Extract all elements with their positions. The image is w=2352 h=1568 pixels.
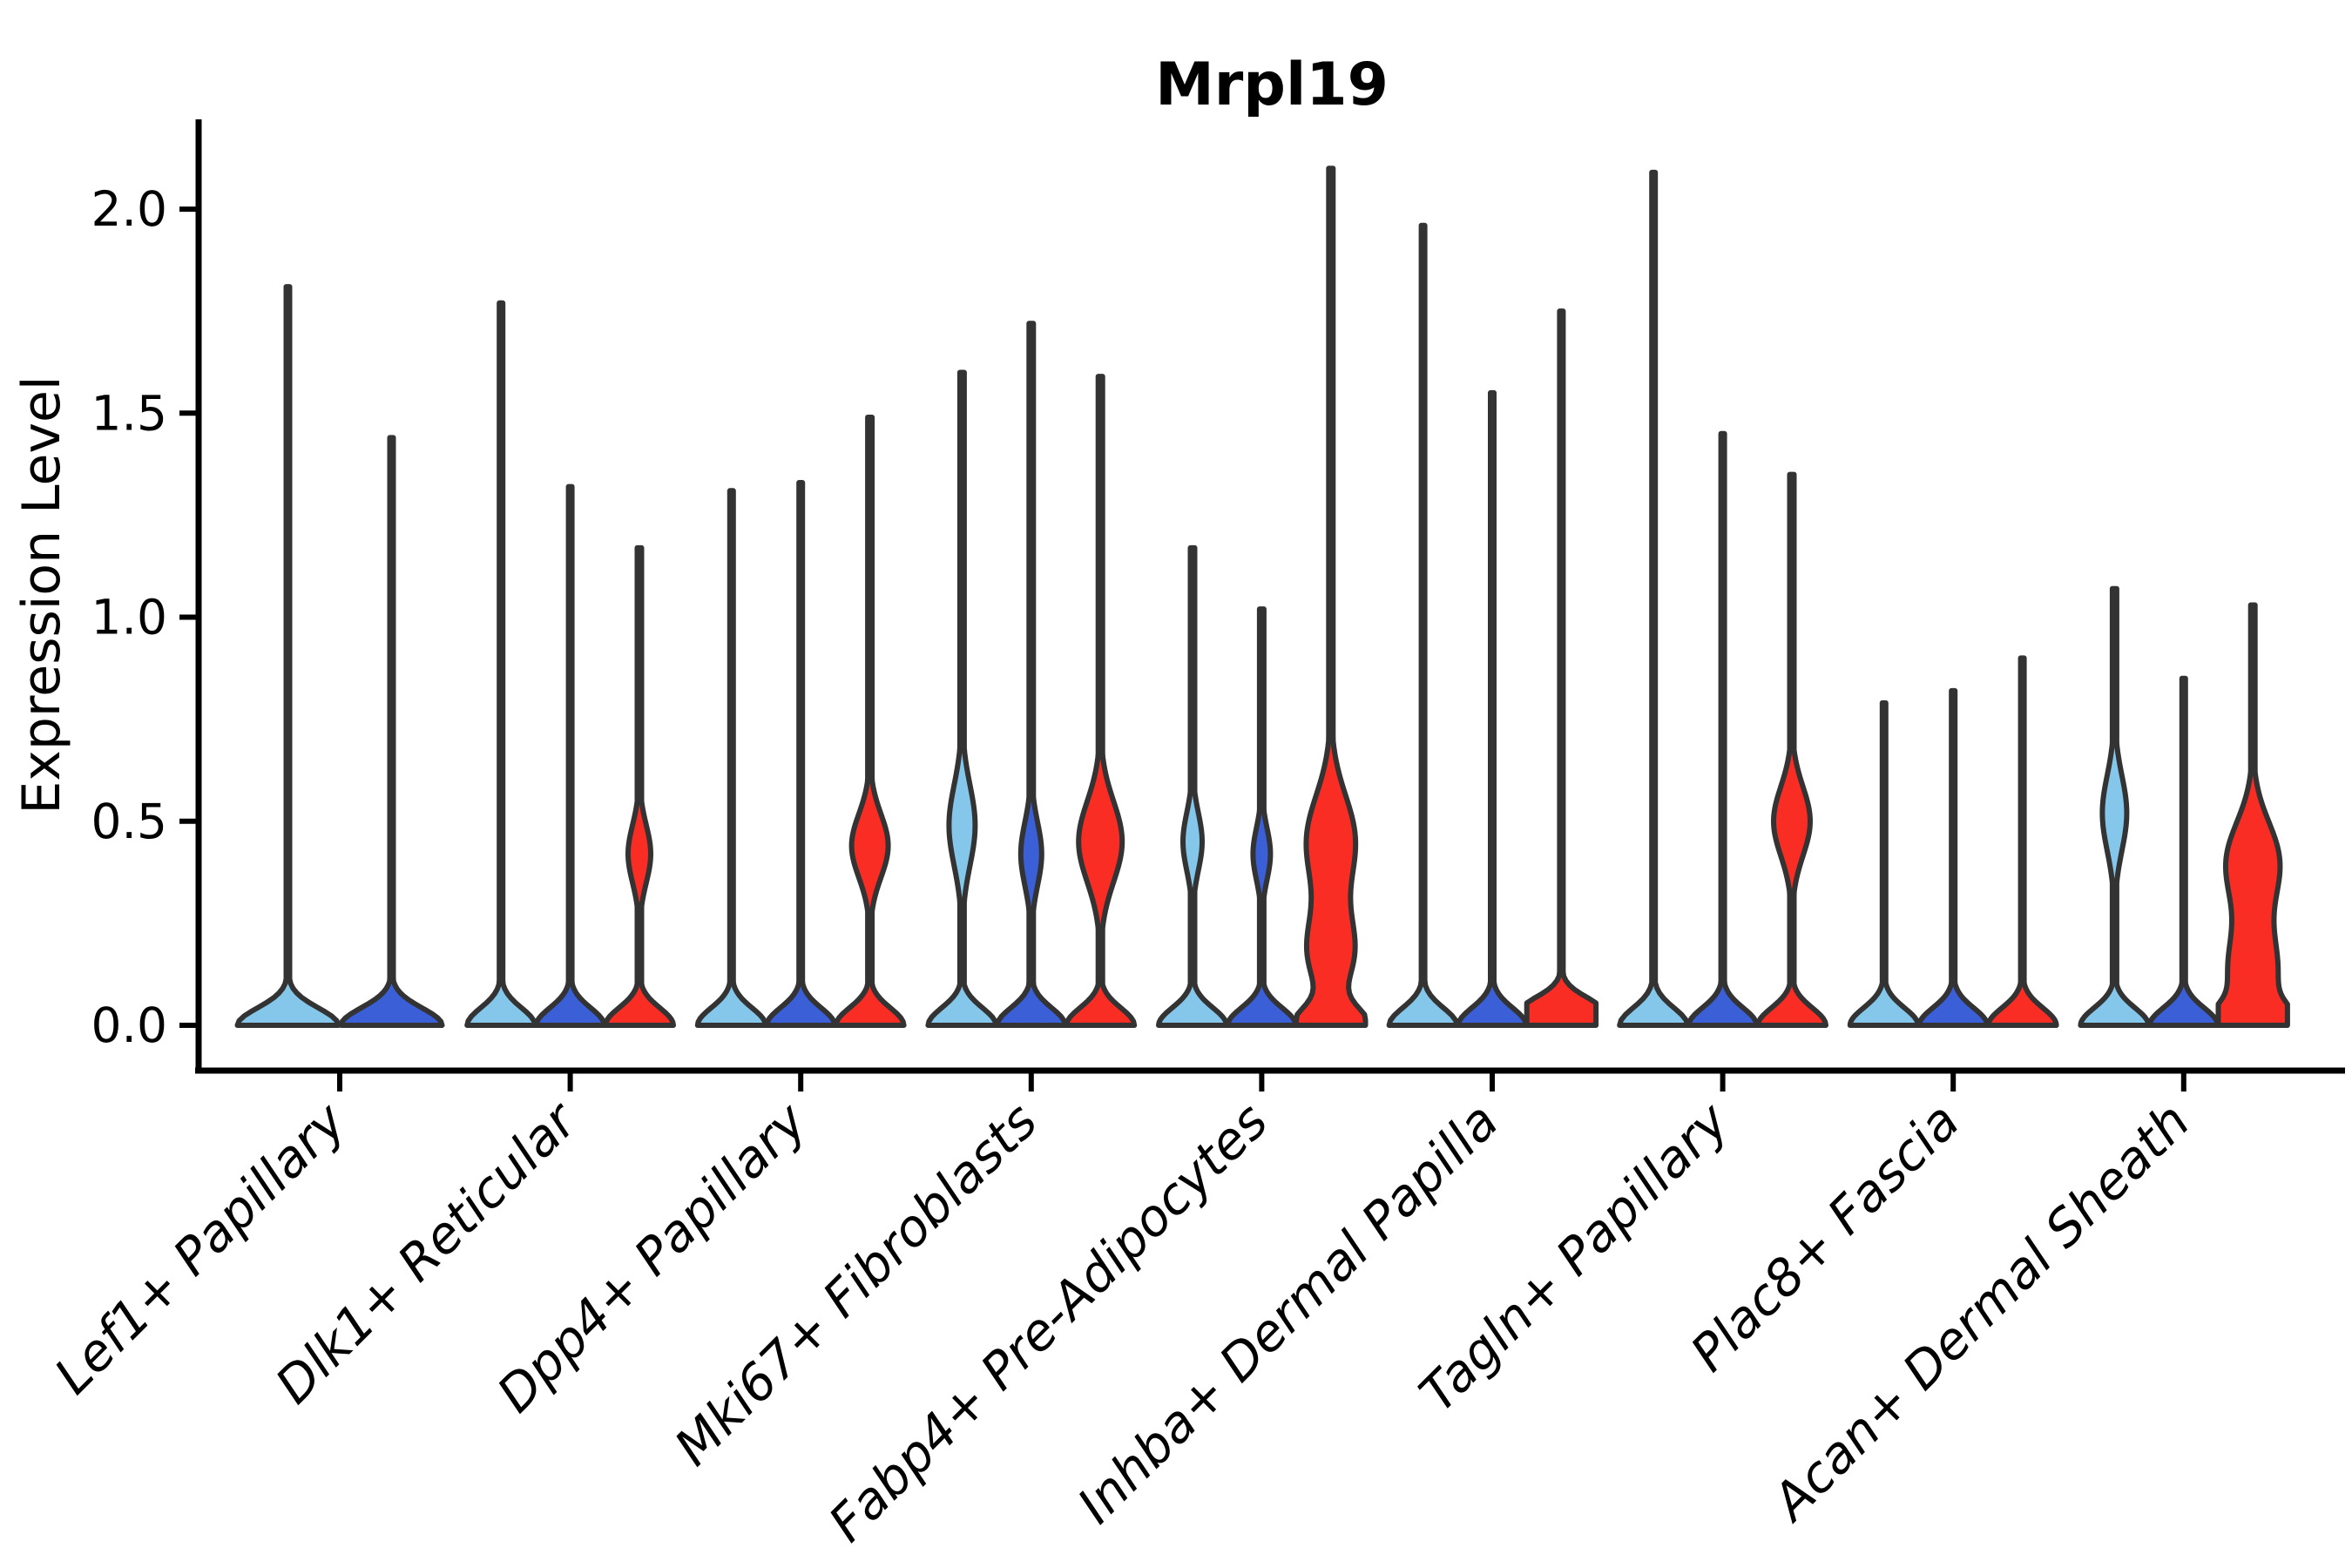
y-tick-label: 0.0 xyxy=(91,997,167,1053)
violin-plac8-lightblue xyxy=(1847,700,1921,1028)
violin-dlk1-darkblue xyxy=(533,483,607,1028)
violin-fabp4-red xyxy=(1294,166,1369,1028)
y-tick-label: 0.5 xyxy=(91,794,167,849)
violin-lef1-lightblue xyxy=(234,284,341,1028)
violin-dpp4-lightblue xyxy=(694,488,768,1028)
violin-dpp4-red xyxy=(833,414,907,1028)
x-tick-label: Fabp4+ Pre-Adipocytes xyxy=(817,1092,1279,1553)
y-tick-label: 1.5 xyxy=(91,385,167,441)
violin-acan-lightblue xyxy=(2078,585,2152,1028)
violin-plac8-darkblue xyxy=(1916,687,1990,1028)
x-tick-label: Inhba+ Dermal Papilla xyxy=(1066,1092,1510,1535)
y-tick-label: 2.0 xyxy=(91,181,167,237)
violin-lef1-darkblue xyxy=(338,435,445,1028)
violin-mki67-lightblue xyxy=(925,369,999,1028)
violin-fabp4-darkblue xyxy=(1225,606,1299,1028)
violin-inhba-red xyxy=(1524,308,1599,1028)
violin-acan-red xyxy=(2215,602,2290,1028)
violin-inhba-lightblue xyxy=(1386,222,1460,1028)
y-axis-label: Expression Level xyxy=(11,375,72,814)
violin-mki67-red xyxy=(1064,374,1138,1028)
violin-mki67-darkblue xyxy=(994,321,1068,1028)
violin-tagln-darkblue xyxy=(1686,430,1760,1028)
violin-dlk1-lightblue xyxy=(464,300,538,1028)
violin-plac8-red xyxy=(1985,655,2059,1028)
violin-layer xyxy=(234,166,2290,1028)
violin-dlk1-red xyxy=(603,544,676,1028)
violin-fabp4-lightblue xyxy=(1156,544,1229,1028)
chart-title: Mrpl19 xyxy=(1155,51,1389,119)
violin-tagln-lightblue xyxy=(1617,169,1691,1028)
violin-dpp4-darkblue xyxy=(764,479,838,1028)
violin-tagln-red xyxy=(1755,471,1828,1028)
y-tick-label: 1.0 xyxy=(91,590,167,645)
violin-inhba-darkblue xyxy=(1456,389,1529,1028)
x-tick-label: Acan+ Dermal Sheath xyxy=(1759,1092,2201,1534)
violin-acan-darkblue xyxy=(2146,675,2220,1028)
